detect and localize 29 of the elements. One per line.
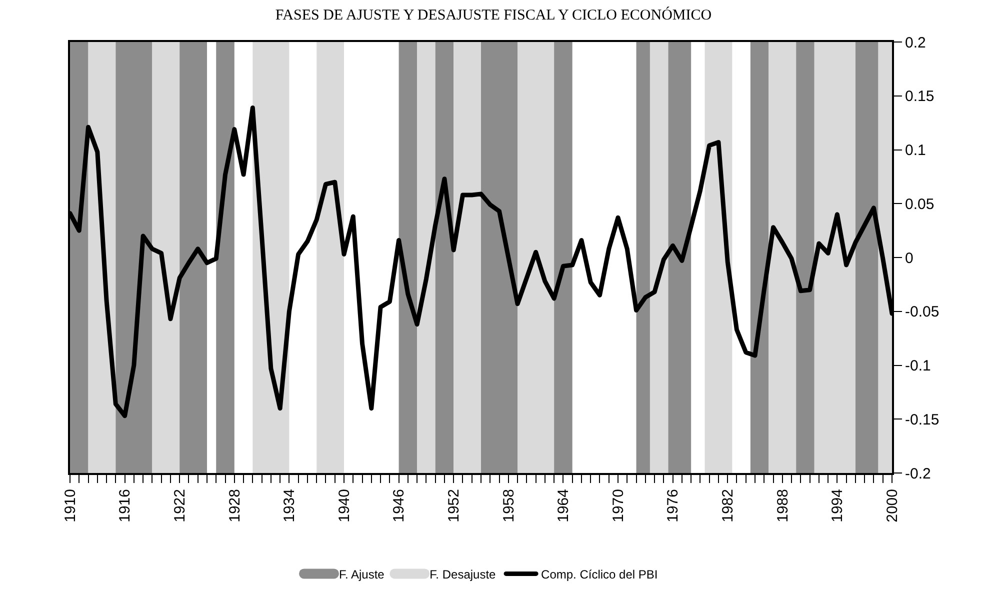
x-tick-label: 1994 <box>829 489 846 522</box>
x-tick-label: 1976 <box>664 489 682 522</box>
y-tick-label: 0.1 <box>905 142 926 159</box>
legend-label: F. Desajuste <box>430 567 496 582</box>
y-tick-label: 0.15 <box>905 88 934 106</box>
y-tick-label: -0.05 <box>905 304 940 321</box>
x-tick-label: 1916 <box>116 489 134 522</box>
x-tick-label: 2000 <box>884 489 901 522</box>
x-tick-label: 1958 <box>500 489 518 522</box>
y-tick-label: -0.15 <box>905 411 940 428</box>
x-tick-label: 1928 <box>226 489 244 522</box>
x-tick-label: 1934 <box>281 489 298 522</box>
x-tick-label: 1970 <box>610 489 627 522</box>
x-tick-label: 1922 <box>171 489 188 522</box>
x-tick-label: 1946 <box>390 489 408 522</box>
x-tick-label: 1952 <box>445 489 462 522</box>
x-tick-label: 1910 <box>62 489 79 522</box>
chart-title: FASES DE AJUSTE Y DESAJUSTE FISCAL Y CICLO ECONÓMICO <box>275 6 712 24</box>
legend-label: F. Ajuste <box>339 567 385 582</box>
y-tick-label: 0.05 <box>905 196 934 213</box>
x-tick-label: 1964 <box>555 489 572 522</box>
y-tick-label: 0.2 <box>905 34 926 52</box>
y-tick-label: -0.1 <box>905 358 931 374</box>
x-tick-label: 1940 <box>336 489 353 522</box>
y-tick-label: 0 <box>905 250 914 267</box>
x-tick-label: 1982 <box>719 489 736 522</box>
y-tick-label: -0.2 <box>905 465 931 482</box>
x-tick-label: 1988 <box>774 489 792 522</box>
legend-label: Comp. Cíclico del PBI <box>541 567 658 582</box>
